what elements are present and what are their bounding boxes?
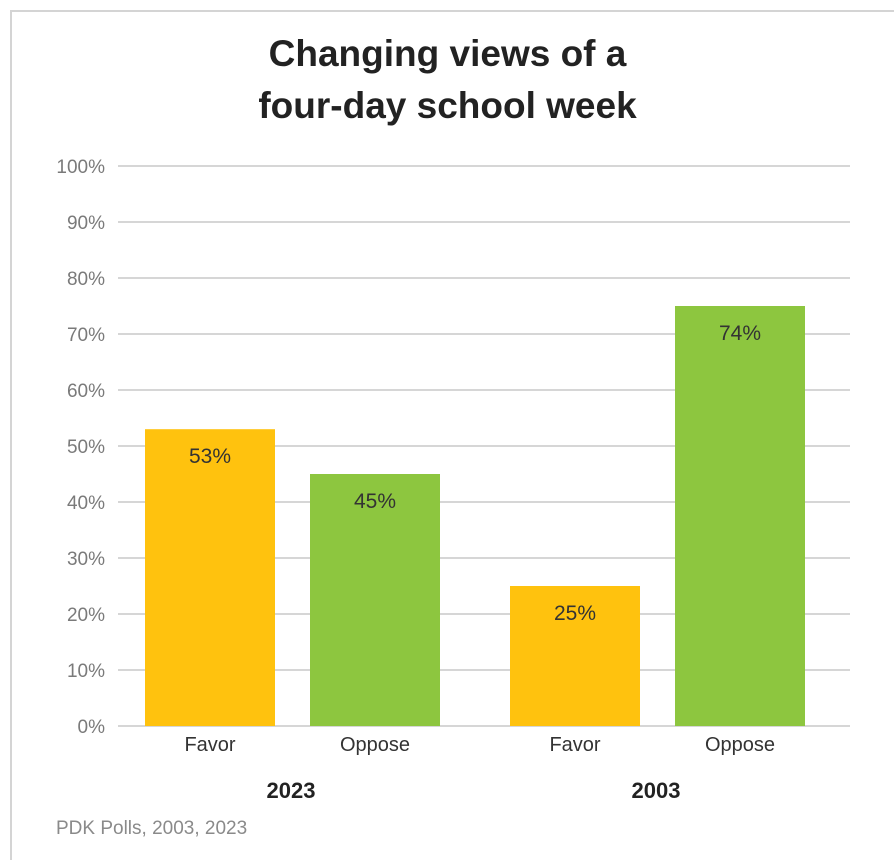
y-tick-label: 80% — [67, 269, 105, 290]
y-tick-label: 70% — [67, 325, 105, 346]
x-tick-label: Oppose — [705, 734, 775, 756]
y-tick-label: 90% — [67, 213, 105, 234]
data-label: 45% — [354, 490, 396, 513]
y-tick-label: 10% — [67, 661, 105, 682]
chart-title-line-1: Changing views of a — [268, 33, 627, 74]
x-tick-label: Oppose — [340, 734, 410, 756]
data-label: 53% — [189, 445, 231, 468]
x-tick-label: Favor — [549, 734, 600, 756]
y-tick-label: 30% — [67, 549, 105, 570]
data-label: 25% — [554, 602, 596, 625]
y-tick-label: 100% — [56, 157, 105, 178]
x-tick-label: Favor — [184, 734, 235, 756]
chart-title: Changing views of a four-day school week — [0, 28, 895, 132]
chart-title-line-2: four-day school week — [258, 85, 637, 126]
group-label: 2023 — [267, 778, 316, 803]
bar — [145, 429, 275, 726]
bar — [675, 306, 805, 726]
source-note: PDK Polls, 2003, 2023 — [56, 818, 248, 839]
group-label: 2003 — [632, 778, 681, 803]
y-tick-label: 20% — [67, 605, 105, 626]
y-tick-label: 50% — [67, 437, 105, 458]
data-label: 74% — [719, 322, 761, 345]
bar — [510, 586, 640, 726]
y-tick-label: 0% — [78, 717, 106, 738]
y-tick-label: 60% — [67, 381, 105, 402]
bar — [310, 474, 440, 726]
y-tick-label: 40% — [67, 493, 105, 514]
